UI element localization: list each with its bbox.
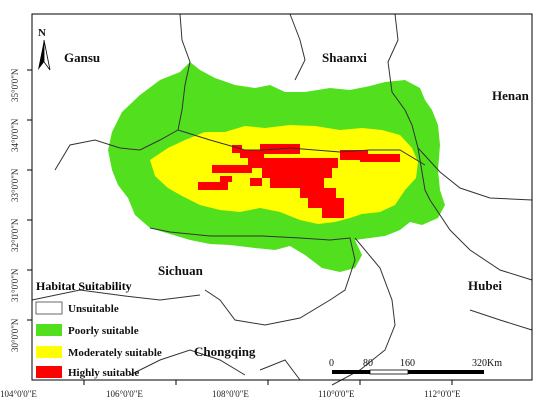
region-label-gansu: Gansu — [64, 50, 100, 65]
scale-bar: 0 80 160 320Km — [329, 358, 502, 375]
region-label-henan: Henan — [492, 88, 530, 103]
region-label-chongqing: Chongqing — [194, 344, 256, 359]
lat-tick-label: 34°0'0"N — [10, 118, 20, 152]
region-label-shaanxi: Shaanxi — [322, 50, 367, 65]
map-frame — [31, 13, 533, 381]
lon-tick-label: 108°0'0"E — [212, 389, 249, 399]
lat-tick-label: 35°0'0"N — [10, 68, 20, 102]
lon-tick-label: 104°0'0"E — [0, 389, 37, 399]
legend-label-poorly-suitable: Poorly suitable — [68, 325, 139, 337]
legend-swatch-unsuitable — [35, 301, 63, 315]
lat-tick-label: 32°0'0"N — [10, 218, 20, 252]
legend-swatch-highly-suitable — [36, 366, 62, 378]
legend-swatch-moderately-suitable — [36, 346, 62, 358]
legend-title: Habitat Suitability — [36, 279, 132, 293]
scale-tick-label: 320Km — [472, 358, 502, 369]
lon-tick-label: 106°0'0"E — [106, 389, 143, 399]
north-arrow-letter: N — [38, 27, 46, 39]
lon-tick-label: 112°0'0"E — [424, 389, 461, 399]
region-label-hubei: Hubei — [468, 278, 502, 293]
lat-tick-label: 30°0'0"N — [10, 318, 20, 352]
lat-tick-label: 33°0'0"N — [10, 168, 20, 202]
legend-swatch-poorly-suitable — [36, 324, 62, 336]
scale-tick-label: 0 — [329, 358, 334, 369]
scale-tick-label: 160 — [400, 358, 415, 369]
scale-tick-label: 80 — [363, 358, 373, 369]
lon-tick-label: 110°0'0"E — [318, 389, 355, 399]
legend-label-unsuitable: Unsuitable — [68, 303, 119, 315]
frame-ticks — [27, 69, 453, 385]
north-arrow-icon: N — [38, 27, 51, 71]
region-label-sichuan: Sichuan — [158, 263, 204, 278]
lat-tick-label: 31°0'0"N — [10, 268, 20, 302]
legend-label-moderately-suitable: Moderately suitable — [68, 347, 162, 359]
legend-label-highly-suitable: Highly suitable — [68, 367, 139, 379]
legend: Habitat Suitability Unsuitable Poorly su… — [35, 279, 162, 379]
province-boundaries — [31, 13, 533, 386]
